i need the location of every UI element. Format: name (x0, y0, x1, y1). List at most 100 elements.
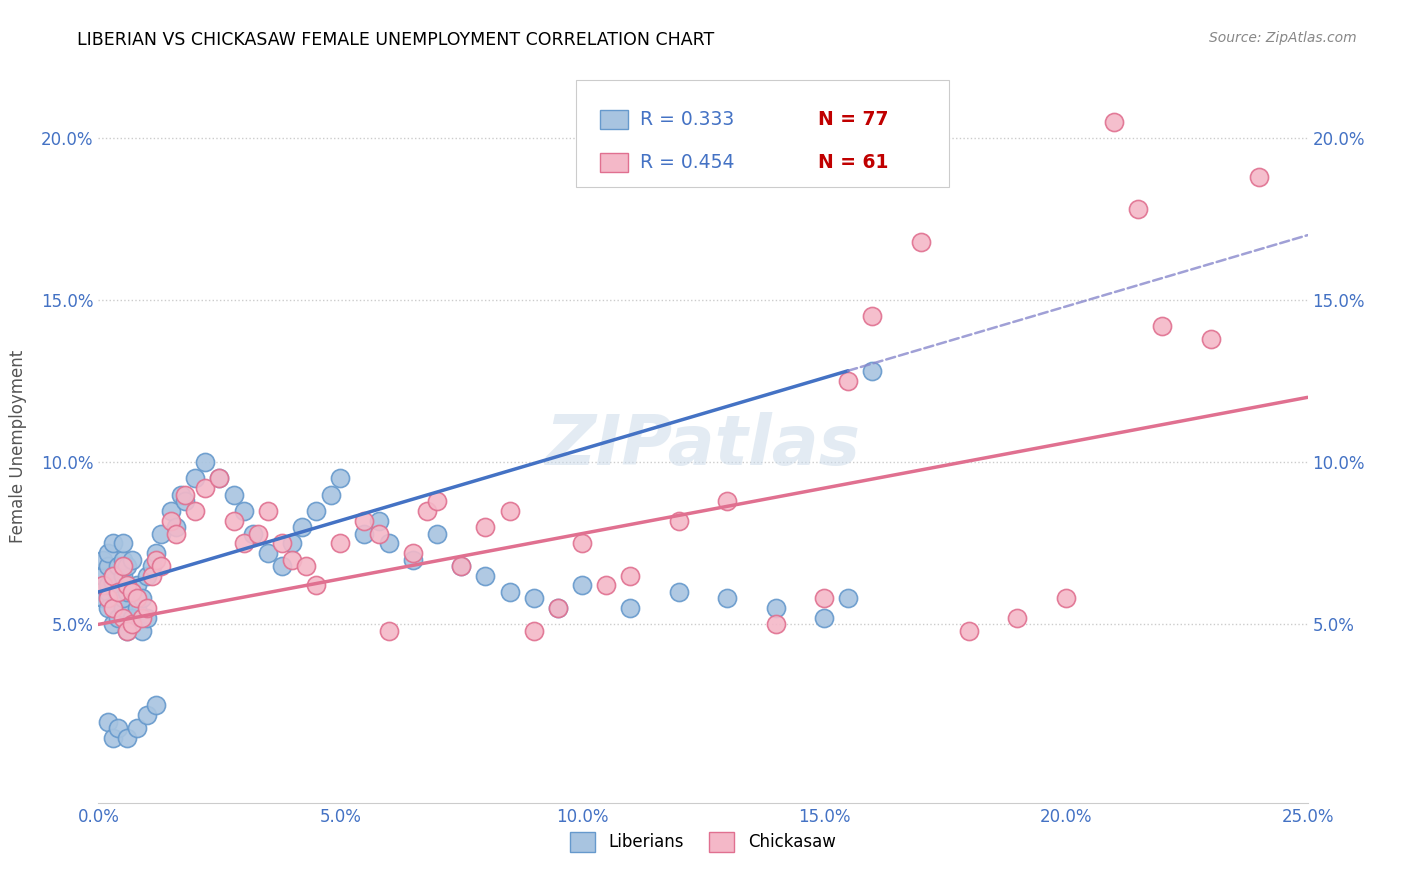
Point (101, 568, 124, 582)
Point (91, 552, 114, 566)
Point (107, 559, 129, 574)
Point (1054, 591, 1077, 606)
Point (1249, 169, 1271, 184)
Point (97, 601, 120, 615)
Point (127, 591, 149, 606)
Point (368, 514, 391, 528)
Point (765, 601, 787, 615)
Point (194, 455, 217, 469)
Point (107, 585, 129, 599)
Text: R = 0.333: R = 0.333 (640, 110, 734, 129)
Point (860, 364, 883, 378)
Point (1102, 114, 1125, 128)
Point (242, 526, 264, 541)
Point (111, 559, 134, 574)
Point (271, 559, 294, 574)
Point (256, 546, 278, 560)
Point (117, 624, 139, 638)
Point (135, 708, 157, 723)
Point (765, 617, 787, 632)
Point (281, 536, 304, 550)
Point (145, 698, 167, 713)
Point (1128, 202, 1150, 217)
Point (169, 488, 191, 502)
Point (121, 611, 143, 625)
Point (111, 611, 134, 625)
Point (91, 568, 114, 582)
Point (135, 568, 157, 582)
Y-axis label: Female Unemployment: Female Unemployment (10, 350, 27, 542)
Point (716, 494, 738, 508)
Point (194, 481, 217, 495)
Point (135, 611, 157, 625)
Point (256, 504, 278, 518)
Point (222, 514, 245, 528)
Point (107, 585, 129, 599)
Text: N = 61: N = 61 (818, 153, 889, 172)
Point (121, 585, 143, 599)
Point (1007, 611, 1029, 625)
Text: Source: ZipAtlas.com: Source: ZipAtlas.com (1209, 31, 1357, 45)
Point (377, 536, 399, 550)
Point (523, 624, 546, 638)
Point (232, 504, 254, 518)
Point (97, 591, 120, 606)
Point (474, 568, 496, 582)
Point (97, 585, 120, 599)
Point (127, 721, 149, 735)
Point (97, 559, 120, 574)
Point (837, 591, 859, 606)
Point (150, 559, 173, 574)
Point (910, 235, 932, 249)
Point (117, 578, 139, 592)
Point (319, 488, 342, 502)
Point (97, 578, 120, 592)
Point (165, 526, 187, 541)
Point (97, 714, 120, 729)
Point (131, 591, 153, 606)
Point (329, 471, 352, 485)
Point (668, 514, 690, 528)
Point (402, 552, 425, 566)
Point (619, 568, 641, 582)
Point (368, 526, 391, 541)
Point (107, 591, 129, 606)
Point (619, 601, 641, 615)
Point (160, 504, 183, 518)
Point (117, 624, 139, 638)
Point (117, 559, 139, 574)
Point (571, 536, 593, 550)
Point (813, 591, 835, 606)
Point (145, 552, 167, 566)
Point (111, 568, 134, 582)
Point (595, 578, 617, 592)
Point (498, 585, 520, 599)
Point (305, 578, 328, 592)
Point (957, 624, 980, 638)
Point (353, 526, 375, 541)
Point (91, 578, 114, 592)
Point (107, 721, 129, 735)
Point (117, 585, 139, 599)
Point (131, 624, 153, 638)
Point (271, 536, 294, 550)
Point (353, 514, 375, 528)
Point (813, 611, 835, 625)
Point (377, 624, 399, 638)
Text: N = 77: N = 77 (818, 110, 889, 129)
Point (402, 546, 425, 560)
Point (174, 488, 197, 502)
Text: R = 0.454: R = 0.454 (640, 153, 734, 172)
Point (101, 536, 124, 550)
Point (1152, 318, 1174, 333)
Point (281, 552, 304, 566)
Point (547, 601, 569, 615)
Point (1199, 332, 1222, 346)
Point (450, 559, 472, 574)
Point (305, 504, 328, 518)
Point (111, 591, 134, 606)
Point (117, 731, 139, 745)
Point (101, 575, 124, 590)
Point (247, 526, 270, 541)
Point (135, 601, 157, 615)
